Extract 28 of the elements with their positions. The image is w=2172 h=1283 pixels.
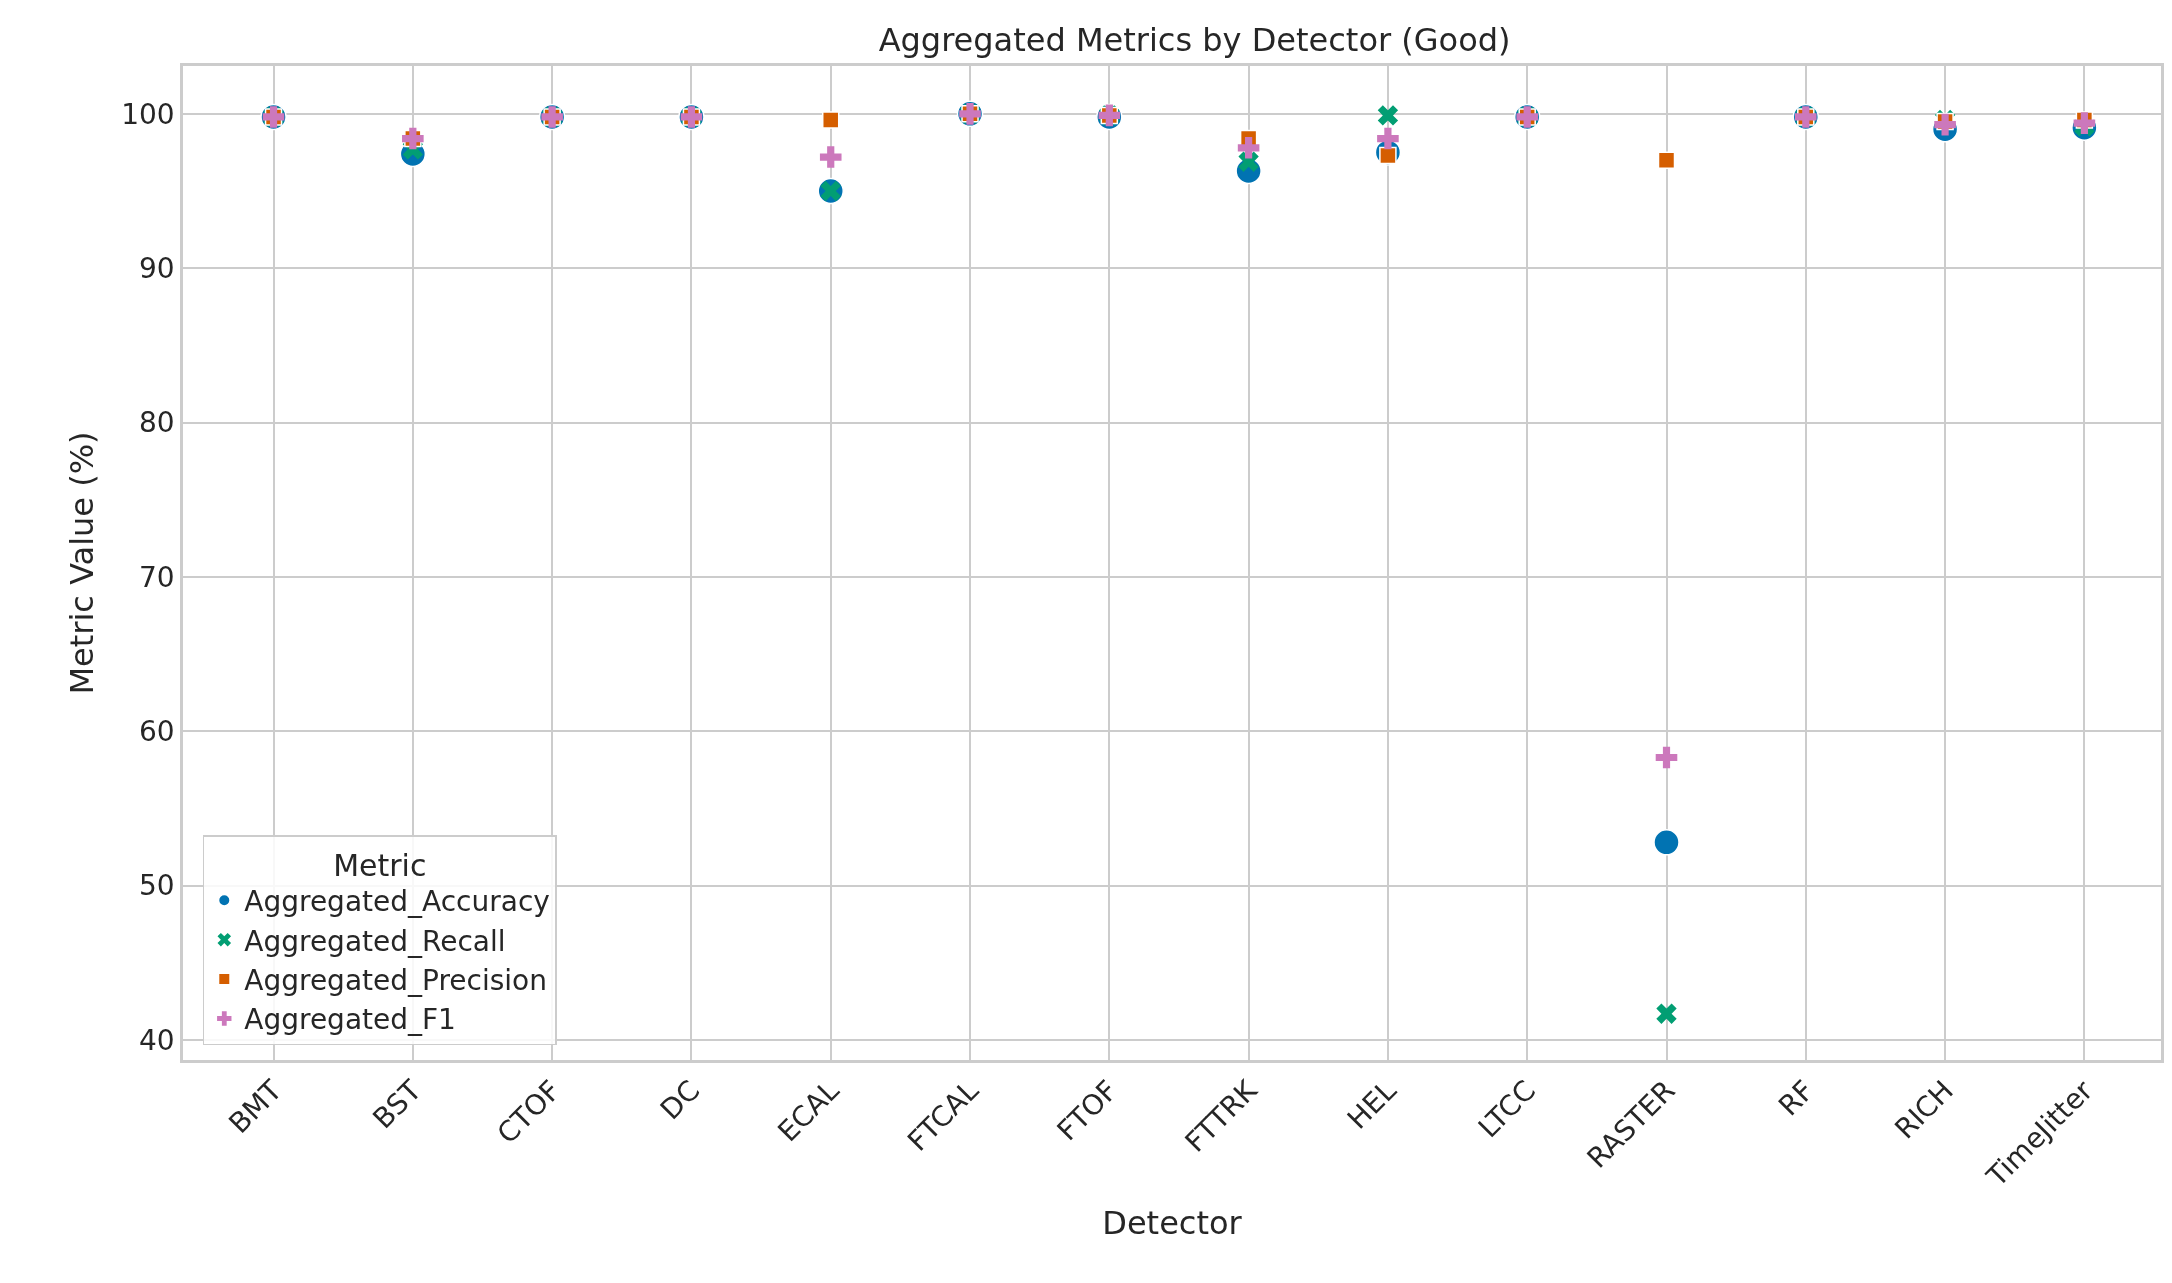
- point: [1657, 151, 1676, 169]
- chart-title: Aggregated Metrics by Detector (Good): [878, 20, 1511, 59]
- point: [1934, 113, 1956, 136]
- y-tick-label: 100: [121, 97, 175, 131]
- x-tick-label: DC: [653, 1073, 707, 1127]
- y-tick-label: 70: [139, 560, 175, 594]
- y-tick-label: 50: [139, 869, 175, 903]
- point: [1237, 137, 1260, 159]
- point: [819, 146, 842, 168]
- point: [821, 111, 840, 129]
- y-tick-label: 60: [139, 715, 175, 749]
- y-tick-label: 80: [139, 406, 175, 440]
- legend-label: Aggregated_Precision: [244, 964, 547, 998]
- x-tick-label: RF: [1772, 1073, 1821, 1123]
- point: [1656, 1003, 1677, 1024]
- y-axis-title: Metric Value (%): [63, 431, 102, 695]
- point: [1377, 105, 1399, 126]
- point: [1655, 746, 1678, 769]
- x-tick-label: HEL: [1340, 1073, 1404, 1136]
- point: [1377, 127, 1399, 150]
- legend-label: Aggregated_F1: [244, 1003, 456, 1037]
- y-tick-label: 40: [139, 1023, 175, 1057]
- point: [1653, 829, 1680, 856]
- legend-title: Metric: [333, 847, 427, 883]
- legend-label: Aggregated_Accuracy: [244, 885, 550, 919]
- x-axis-title: Detector: [1102, 1204, 1243, 1243]
- y-tick-label: 90: [139, 252, 175, 285]
- legend-label: Aggregated_Recall: [244, 924, 506, 958]
